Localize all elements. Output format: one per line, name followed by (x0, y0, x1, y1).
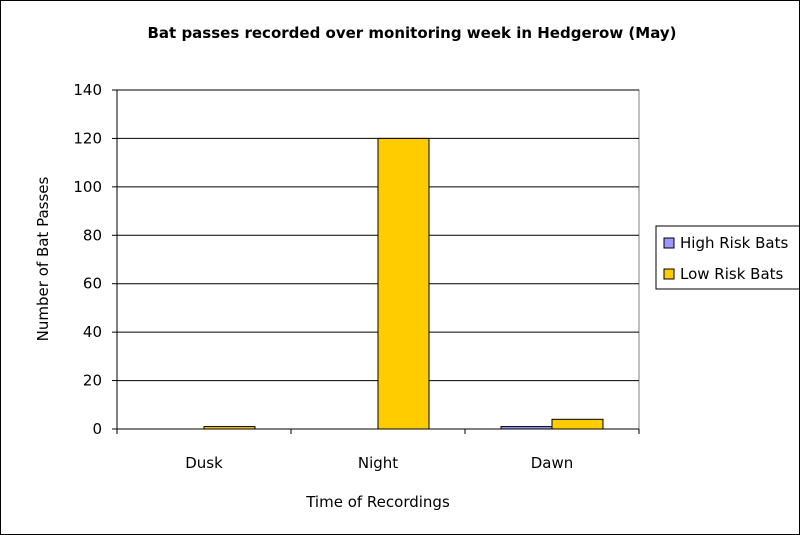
legend: High Risk Bats Low Risk Bats (655, 225, 799, 290)
y-tick-label: 140 (73, 81, 102, 99)
y-tick-label: 100 (73, 178, 102, 196)
x-axis-label: Time of Recordings (305, 493, 450, 511)
chart-title: Bat passes recorded over monitoring week… (148, 24, 677, 42)
legend-label: Low Risk Bats (680, 265, 784, 283)
x-tick-label-dusk: Dusk (185, 454, 223, 472)
bar-low-risk-bats-dawn (551, 418, 604, 430)
y-tick-label: 80 (83, 226, 102, 244)
legend-swatch (663, 237, 675, 249)
y-axis-ticks: 0 20 40 60 80 100 120 140 (73, 81, 117, 438)
bar-low-risk-bats-night (377, 137, 430, 430)
x-tick-label-night: Night (358, 454, 398, 472)
bars (203, 137, 604, 430)
legend-label: High Risk Bats (680, 234, 788, 252)
y-tick-label: 60 (83, 275, 102, 293)
legend-box (655, 225, 799, 290)
y-tick-label: 0 (92, 420, 102, 438)
y-tick-label: 40 (83, 323, 102, 341)
legend-swatch (663, 268, 675, 280)
y-axis-label: Number of Bat Passes (34, 177, 52, 342)
x-axis-ticks: Dusk Night Dawn (116, 429, 640, 472)
x-tick-label-dawn: Dawn (531, 454, 574, 472)
y-tick-label: 20 (83, 372, 102, 390)
y-tick-label: 120 (73, 129, 102, 147)
